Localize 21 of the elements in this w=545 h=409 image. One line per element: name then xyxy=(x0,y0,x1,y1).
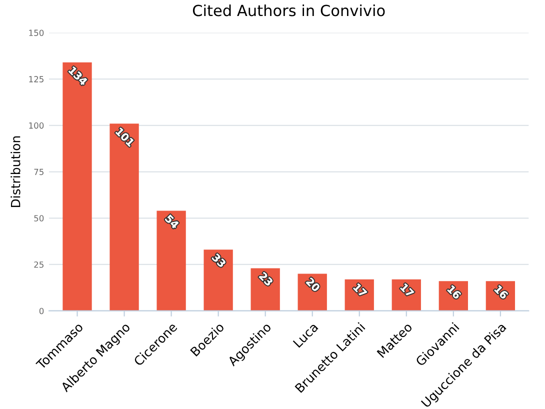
bar xyxy=(110,124,139,311)
y-tick-label: 100 xyxy=(29,122,44,129)
y-axis-title: Distribution xyxy=(10,136,20,208)
bar xyxy=(204,250,233,311)
y-tick-label: 25 xyxy=(34,261,44,268)
y-tick-label: 50 xyxy=(34,215,44,222)
data-label: 23 xyxy=(258,272,274,286)
data-label: 33 xyxy=(212,253,226,268)
bar xyxy=(156,210,186,311)
data-label: 20 xyxy=(306,277,321,292)
data-label: 17 xyxy=(400,283,414,298)
chart-title: Cited Authors in Convivio xyxy=(192,4,385,16)
data-label: 54 xyxy=(164,214,180,230)
data-label: 16 xyxy=(494,284,509,300)
y-tick-label: 125 xyxy=(29,76,44,82)
y-tick-label: 0 xyxy=(39,308,44,314)
y-tick-label: 150 xyxy=(29,30,44,36)
data-label: 16 xyxy=(446,284,462,300)
y-tick-label: 75 xyxy=(34,168,44,176)
data-label: 17 xyxy=(353,283,368,298)
bar xyxy=(62,62,92,311)
